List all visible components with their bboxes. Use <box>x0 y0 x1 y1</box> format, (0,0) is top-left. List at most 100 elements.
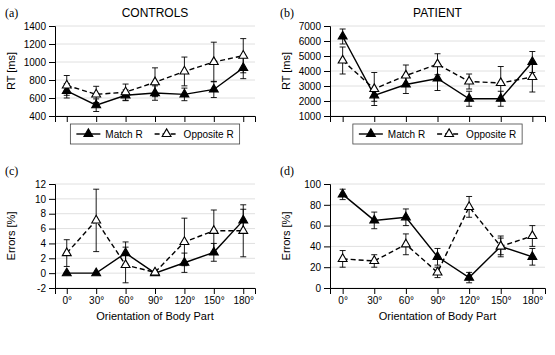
x-tick-label: 120° <box>459 295 480 306</box>
x-tick <box>438 116 439 122</box>
series-line <box>67 56 243 95</box>
panel-label: (d) <box>280 164 294 178</box>
x-axis-line <box>331 117 546 123</box>
x-tick: 60° <box>119 288 134 306</box>
y-tick-mark <box>49 26 55 27</box>
marker <box>338 189 347 197</box>
panel-label: (c) <box>5 164 18 178</box>
panel: 0°30°60°90°120°150°180°-2024681012(c)Err… <box>5 164 256 322</box>
x-tick-mark <box>374 116 375 122</box>
x-tick-mark <box>155 288 156 294</box>
marker <box>338 254 347 262</box>
y-tick-mark <box>324 246 330 247</box>
series <box>338 196 537 277</box>
y-axis: -2024681012 <box>35 179 56 294</box>
y-tick: 6 <box>40 223 55 234</box>
x-tick: 30° <box>89 288 104 306</box>
x-tick-mark <box>96 116 97 122</box>
marker <box>121 87 130 95</box>
x-tick: 120° <box>459 288 480 306</box>
legend-label: Opposite R <box>466 129 516 140</box>
y-tick-mark <box>324 71 330 72</box>
x-tick-label: 90° <box>430 295 445 306</box>
y-tick-mark <box>324 26 330 27</box>
marker <box>209 57 218 65</box>
y-tick-label: 2 <box>40 253 46 264</box>
marker <box>401 70 410 78</box>
y-tick: 0 <box>40 268 55 279</box>
chart-figure: 400600800100012001400CONTROLS(a)RT [ms]M… <box>0 0 555 355</box>
x-tick <box>96 116 97 122</box>
x-tick-mark <box>501 116 502 122</box>
y-axis-line <box>324 185 331 289</box>
y-axis-line <box>49 27 56 117</box>
y-tick-label: 600 <box>29 93 46 104</box>
series-line <box>343 194 533 277</box>
x-tick <box>67 116 68 122</box>
legend-marker <box>445 129 454 137</box>
y-tick-label: 80 <box>310 200 322 211</box>
marker <box>465 76 474 84</box>
x-tick <box>532 116 533 122</box>
x-tick <box>469 116 470 122</box>
series <box>62 39 247 103</box>
x-axis-title: Orientation of Body Part <box>379 310 496 322</box>
x-tick-label: 90° <box>148 295 163 306</box>
marker <box>151 267 160 275</box>
x-tick-mark <box>343 288 344 294</box>
grid-line <box>55 198 255 199</box>
y-tick-label: 1400 <box>24 21 47 32</box>
marker <box>180 66 189 74</box>
x-tick-mark <box>406 116 407 122</box>
legend-label: Match R <box>388 129 425 140</box>
x-tick: 60° <box>399 288 414 306</box>
marker <box>62 268 71 276</box>
marker <box>92 89 101 97</box>
x-tick-mark <box>126 116 127 122</box>
marker <box>496 241 505 249</box>
y-tick-label: 8 <box>40 208 46 219</box>
x-tick-mark <box>184 288 185 294</box>
legend-label: Match R <box>105 129 142 140</box>
title: CONTROLS <box>122 6 189 20</box>
legend-marker <box>84 129 93 137</box>
grid-line <box>55 243 255 244</box>
x-axis <box>56 116 256 122</box>
series-line <box>67 220 243 272</box>
y-tick: 10 <box>35 194 55 205</box>
series-line <box>67 220 243 273</box>
y-tick: 8 <box>40 208 55 219</box>
legend-frame <box>70 124 239 144</box>
marker <box>433 59 442 67</box>
x-tick-mark <box>214 288 215 294</box>
marker <box>433 267 442 275</box>
x-tick: 0° <box>62 288 72 306</box>
series <box>338 47 537 106</box>
y-tick: 6000 <box>299 36 330 47</box>
y-tick-label: 12 <box>35 179 47 190</box>
grid-line <box>55 258 255 259</box>
x-tick-mark <box>469 288 470 294</box>
grid-line <box>330 246 545 247</box>
plot-area <box>62 189 247 283</box>
y-tick-mark <box>324 184 330 185</box>
marker <box>401 212 410 220</box>
y-axis: 400600800100012001400 <box>24 21 56 122</box>
y-tick-mark <box>324 205 330 206</box>
y-axis-line <box>324 27 331 117</box>
x-tick: 120° <box>175 288 196 306</box>
y-tick-mark <box>324 101 330 102</box>
x-tick: 30° <box>367 288 382 306</box>
y-axis-title: RT [ms] <box>5 52 17 90</box>
x-tick: 0° <box>338 288 348 306</box>
x-tick-label: 180° <box>523 295 544 306</box>
y-tick: 1000 <box>299 111 330 122</box>
marker <box>92 268 101 276</box>
y-tick-mark <box>49 98 55 99</box>
y-axis: 020406080100 <box>304 179 330 294</box>
marker <box>209 226 218 234</box>
marker <box>528 231 537 239</box>
y-tick-label: 0 <box>40 268 46 279</box>
y-tick-mark <box>324 116 330 117</box>
plot-area <box>338 29 537 106</box>
